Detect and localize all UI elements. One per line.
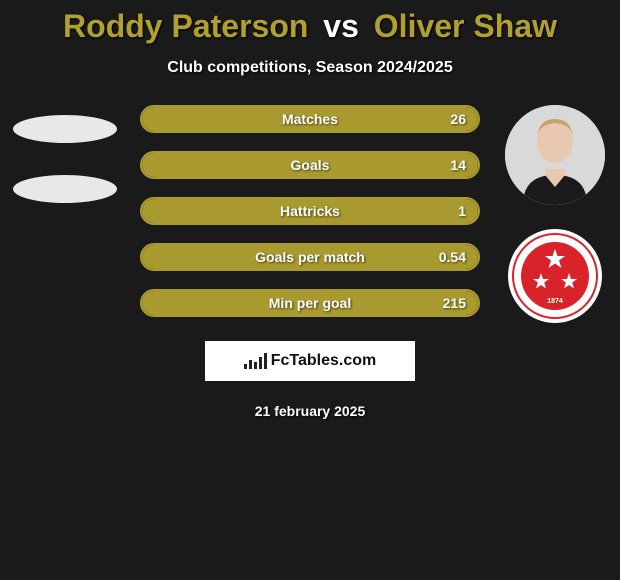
comparison-title: Roddy Paterson vs Oliver Shaw xyxy=(0,0,620,45)
stat-bar-label: Min per goal xyxy=(269,295,351,311)
stat-bar-value: 215 xyxy=(443,295,466,311)
stat-bar: Min per goal 215 xyxy=(140,289,480,317)
badge-year: 1874 xyxy=(547,298,563,305)
stat-bar-label: Matches xyxy=(282,111,338,127)
subtitle: Club competitions, Season 2024/2025 xyxy=(0,59,620,77)
stat-bar-value: 0.54 xyxy=(439,249,466,265)
site-logo-text: FcTables.com xyxy=(271,352,377,370)
vs-text: vs xyxy=(323,8,359,44)
club-crest-icon: 1874 xyxy=(508,229,602,323)
stat-bars: Matches 26 Goals 14 Hattricks 1 Goals per matc… xyxy=(140,105,480,317)
player1-photo-placeholder xyxy=(13,115,117,143)
stat-bar-value: 14 xyxy=(450,157,466,173)
stat-bar-value: 1 xyxy=(458,203,466,219)
stat-bar-label: Hattricks xyxy=(280,203,340,219)
left-column xyxy=(0,105,130,229)
bars-icon xyxy=(244,353,267,369)
person-icon xyxy=(505,105,605,205)
player2-club-badge: 1874 xyxy=(508,229,602,323)
stat-bar-label: Goals per match xyxy=(255,249,365,265)
date-text: 21 february 2025 xyxy=(0,403,620,419)
stat-bar-value: 26 xyxy=(450,111,466,127)
stat-bar: Goals per match 0.54 xyxy=(140,243,480,271)
stat-bar: Hattricks 1 xyxy=(140,197,480,225)
right-column: 1874 xyxy=(490,105,620,323)
stat-bar-label: Goals xyxy=(291,157,330,173)
content-area: 1874 Matches 26 Goals 14 Hattricks 1 Goals per… xyxy=(0,105,620,317)
player2-photo xyxy=(505,105,605,205)
player1-name: Roddy Paterson xyxy=(63,8,308,44)
player2-name: Oliver Shaw xyxy=(374,8,557,44)
site-logo: FcTables.com xyxy=(205,341,415,381)
stat-bar: Goals 14 xyxy=(140,151,480,179)
stat-bar: Matches 26 xyxy=(140,105,480,133)
player1-badge-placeholder xyxy=(13,175,117,203)
